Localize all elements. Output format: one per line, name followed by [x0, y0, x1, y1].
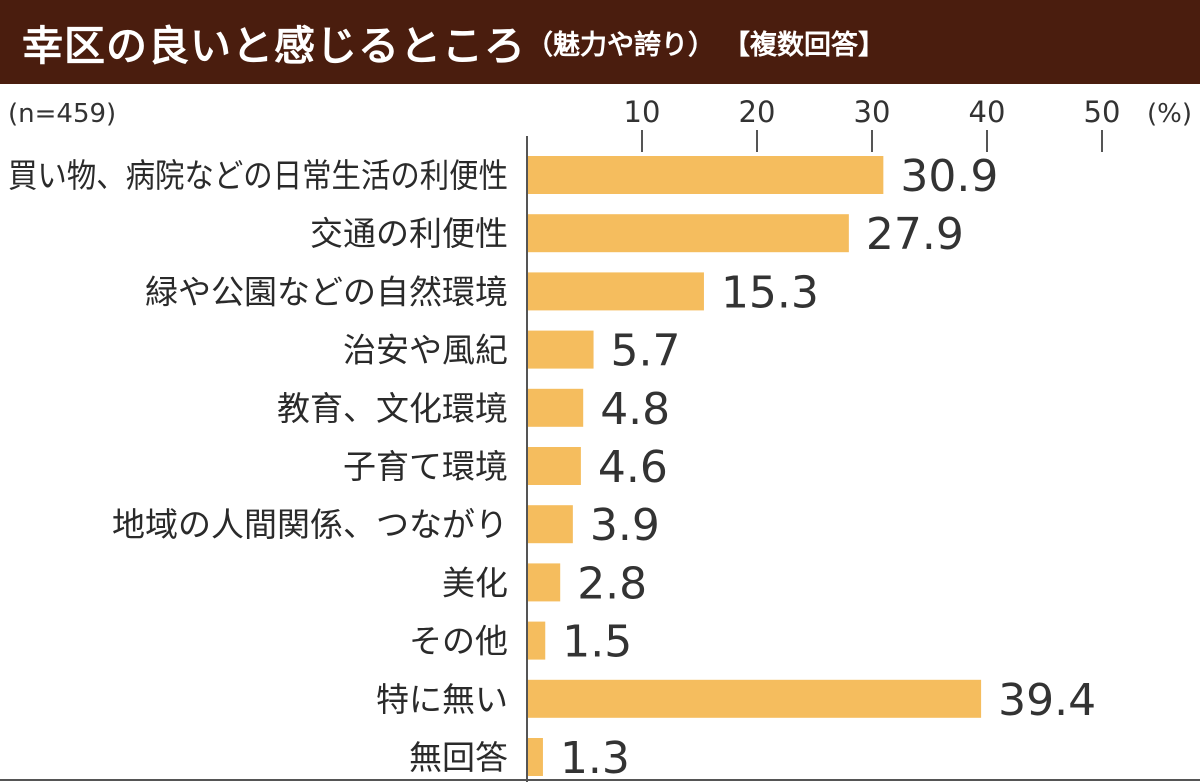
- bar: [528, 330, 594, 369]
- category-label: 買い物、病院などの日常生活の利便性: [8, 156, 508, 195]
- bar: [528, 214, 849, 253]
- sample-size-label: (n=459): [8, 99, 116, 129]
- bar: [528, 679, 982, 718]
- value-label: 1.3: [560, 733, 630, 782]
- category-label: 交通の利便性: [310, 214, 508, 253]
- category-label: その他: [409, 622, 508, 661]
- multiple-answers-note: 【複数回答】: [723, 29, 885, 61]
- bar: [528, 272, 704, 311]
- value-label: 1.5: [562, 617, 632, 668]
- bar: [528, 388, 584, 427]
- bar: [528, 738, 543, 776]
- value-label: 39.4: [998, 675, 1096, 726]
- category-label: 地域の人間関係、つながり: [112, 505, 508, 544]
- chart-subtitle: （魅力や誇り）: [526, 29, 715, 61]
- bar-chart: 10 20 30 40 50 買い物、病院などの日常生活の利便性交通の利便性緑や公園など…: [0, 95, 1200, 782]
- category-label: 子育て環境: [343, 447, 508, 486]
- value-label: 4.8: [600, 384, 670, 435]
- chart-title: 幸区の良いと感じるところ: [22, 22, 526, 70]
- value-label: 4.6: [598, 442, 668, 493]
- unit-label: (%): [1147, 99, 1192, 129]
- bar: [528, 563, 561, 602]
- category-label: 特に無い: [376, 680, 508, 719]
- value-label: 27.9: [866, 209, 964, 260]
- bar: [528, 505, 573, 544]
- value-label: 30.9: [900, 151, 998, 202]
- x-tick-label: 50: [1084, 95, 1121, 129]
- bar: [528, 447, 581, 485]
- category-label: 無回答: [409, 738, 508, 777]
- category-label: 緑や公園などの自然環境: [145, 272, 508, 311]
- bar: [528, 621, 546, 660]
- x-tick-label: 40: [969, 95, 1006, 129]
- category-label: 美化: [442, 563, 508, 602]
- value-label: 5.7: [611, 326, 681, 377]
- x-tick-label: 30: [854, 95, 891, 129]
- value-label: 2.8: [577, 558, 647, 609]
- category-label: 治安や風紀: [343, 331, 508, 370]
- chart-header: 幸区の良いと感じるところ （魅力や誇り） 【複数回答】: [0, 0, 1200, 84]
- value-label: 15.3: [721, 267, 819, 318]
- category-label: 教育、文化環境: [277, 389, 508, 428]
- x-tick-label: 10: [624, 95, 661, 129]
- value-label: 3.9: [590, 500, 660, 551]
- x-tick-label: 20: [739, 95, 776, 129]
- bar: [528, 156, 884, 194]
